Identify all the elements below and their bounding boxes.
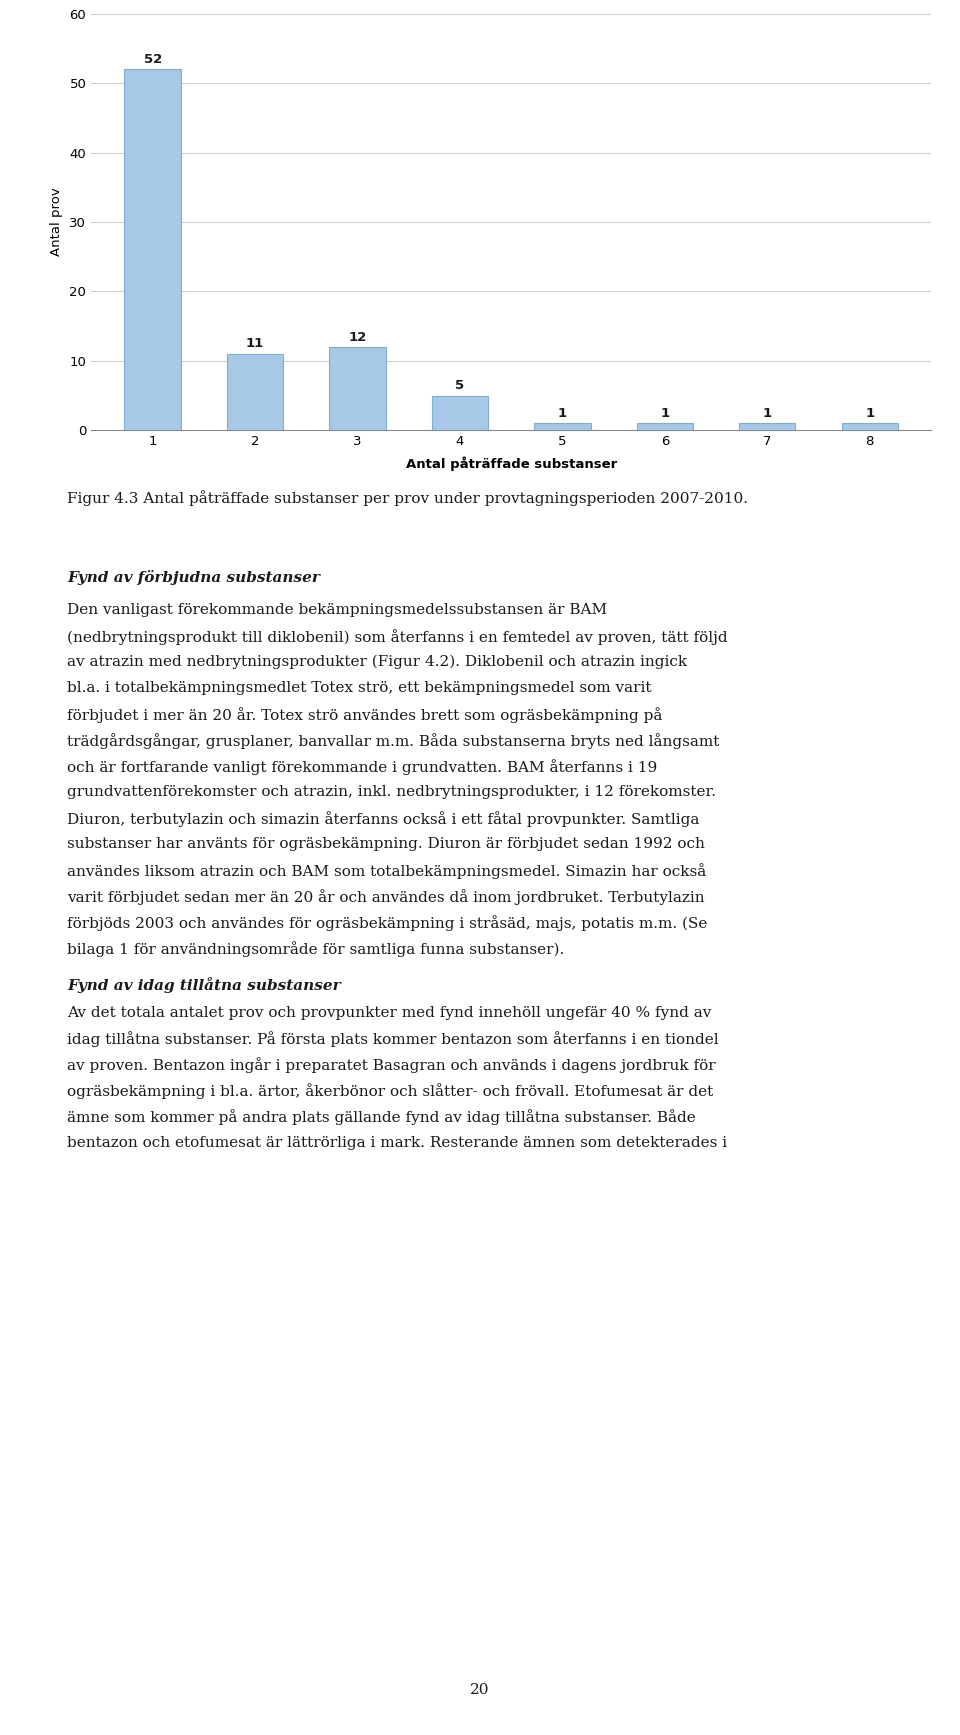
X-axis label: Antal påträffade substanser: Antal påträffade substanser <box>405 456 617 470</box>
Text: av atrazin med nedbrytningsprodukter (Figur 4.2). Diklobenil och atrazin ingick: av atrazin med nedbrytningsprodukter (Fi… <box>67 656 687 670</box>
Bar <box>329 347 386 430</box>
Text: 1: 1 <box>865 408 875 420</box>
Text: av proven. Bentazon ingår i preparatet Basagran och används i dagens jordbruk fö: av proven. Bentazon ingår i preparatet B… <box>67 1058 716 1074</box>
Text: grundvattenförekomster och atrazin, inkl. nedbrytningsprodukter, i 12 förekomste: grundvattenförekomster och atrazin, inkl… <box>67 784 716 800</box>
Text: och är fortfarande vanligt förekommande i grundvatten. BAM återfanns i 19: och är fortfarande vanligt förekommande … <box>67 758 658 776</box>
Y-axis label: Antal prov: Antal prov <box>50 187 62 257</box>
Text: Figur 4.3 Antal påträffade substanser per prov under provtagningsperioden 2007-2: Figur 4.3 Antal påträffade substanser pe… <box>67 489 748 507</box>
Text: varit förbjudet sedan mer än 20 år och användes då inom jordbruket. Terbutylazin: varit förbjudet sedan mer än 20 år och a… <box>67 888 705 906</box>
Bar <box>125 69 180 430</box>
Text: bilaga 1 för användningsområde för samtliga funna substanser).: bilaga 1 för användningsområde för samtl… <box>67 940 564 958</box>
Text: idag tillåtna substanser. På första plats kommer bentazon som återfanns i en tio: idag tillåtna substanser. På första plat… <box>67 1032 719 1048</box>
Text: (nedbrytningsprodukt till diklobenil) som återfanns i en femtedel av proven, tät: (nedbrytningsprodukt till diklobenil) so… <box>67 630 728 645</box>
Text: trädgårdsgångar, grusplaner, banvallar m.m. Båda substanserna bryts ned långsamt: trädgårdsgångar, grusplaner, banvallar m… <box>67 732 720 750</box>
Bar <box>535 423 590 430</box>
Text: 1: 1 <box>763 408 772 420</box>
Text: 20: 20 <box>470 1683 490 1697</box>
Bar <box>636 423 693 430</box>
Text: Den vanligast förekommande bekämpningsmedelssubstansen är BAM: Den vanligast förekommande bekämpningsme… <box>67 604 608 618</box>
Text: 1: 1 <box>558 408 567 420</box>
Text: 1: 1 <box>660 408 669 420</box>
Text: Fynd av förbjudna substanser: Fynd av förbjudna substanser <box>67 571 320 585</box>
Text: bentazon och etofumesat är lättrörliga i mark. Resterande ämnen som detekterades: bentazon och etofumesat är lättrörliga i… <box>67 1136 728 1150</box>
Text: Fynd av idag tillåtna substanser: Fynd av idag tillåtna substanser <box>67 977 341 992</box>
Text: ämne som kommer på andra plats gällande fynd av idag tillåtna substanser. Både: ämne som kommer på andra plats gällande … <box>67 1110 696 1126</box>
Bar <box>739 423 796 430</box>
Text: 11: 11 <box>246 338 264 350</box>
Bar <box>227 354 283 430</box>
Text: substanser har använts för ogräsbekämpning. Diuron är förbjudet sedan 1992 och: substanser har använts för ogräsbekämpni… <box>67 836 705 850</box>
Text: förbjöds 2003 och användes för ogräsbekämpning i stråsäd, majs, potatis m.m. (Se: förbjöds 2003 och användes för ogräsbekä… <box>67 914 708 932</box>
Bar <box>432 396 488 430</box>
Text: 5: 5 <box>455 380 465 392</box>
Text: 52: 52 <box>144 54 162 66</box>
Text: bl.a. i totalbekämpningsmedlet Totex strö, ett bekämpningsmedel som varit: bl.a. i totalbekämpningsmedlet Totex str… <box>67 682 652 696</box>
Text: Av det totala antalet prov och provpunkter med fynd innehöll ungefär 40 % fynd a: Av det totala antalet prov och provpunkt… <box>67 1006 711 1020</box>
Text: förbjudet i mer än 20 år. Totex strö användes brett som ogräsbekämpning på: förbjudet i mer än 20 år. Totex strö anv… <box>67 706 662 723</box>
Bar <box>842 423 898 430</box>
Text: 12: 12 <box>348 331 367 344</box>
Text: Diuron, terbutylazin och simazin återfanns också i ett fåtal provpunkter. Samtli: Diuron, terbutylazin och simazin återfan… <box>67 810 700 828</box>
Text: användes liksom atrazin och BAM som totalbekämpningsmedel. Simazin har också: användes liksom atrazin och BAM som tota… <box>67 862 707 880</box>
Text: ogräsbekämpning i bl.a. ärtor, åkerbönor och slåtter- och frövall. Etofumesat är: ogräsbekämpning i bl.a. ärtor, åkerbönor… <box>67 1084 713 1100</box>
